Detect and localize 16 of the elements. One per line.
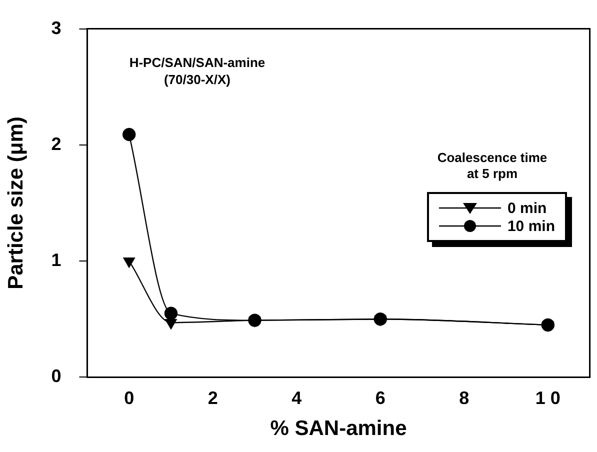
legend-label: 10 min (507, 218, 555, 234)
y-tick-label: 0 (51, 366, 62, 386)
x-tick-label: 6 (375, 388, 386, 408)
x-tick-label: 1 0 (535, 388, 560, 408)
y-tick-label: 3 (51, 18, 62, 38)
x-tick-label: 0 (124, 388, 134, 408)
y-axis-title: Particle size (μm) (4, 116, 28, 290)
x-tick-label: 4 (292, 388, 302, 408)
x-tick-label: 8 (459, 388, 470, 408)
y-tick-label: 2 (51, 134, 62, 154)
x-axis-title: % SAN-amine (270, 417, 407, 440)
x-tick-label: 2 (208, 388, 218, 408)
annotation: H-PC/SAN/SAN-amine (70/30-X/X) (129, 54, 266, 87)
legend-title: Coalescence time at 5 rpm (436, 150, 548, 182)
y-tick-label: 1 (51, 250, 62, 270)
legend-label: 0 min (507, 200, 547, 216)
